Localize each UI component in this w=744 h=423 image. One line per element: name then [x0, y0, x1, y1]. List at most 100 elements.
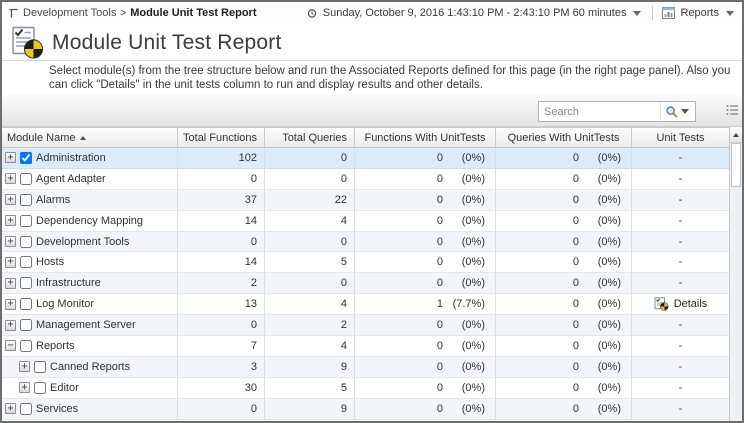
expand-icon[interactable]: +: [5, 194, 16, 206]
module-checkbox[interactable]: [20, 277, 32, 290]
total-functions-value: 0: [178, 168, 265, 189]
module-checkbox[interactable]: [34, 381, 46, 394]
table-row-editor[interactable]: + Editor 30 5 0 (0%) 0 (0%) -: [2, 377, 729, 399]
expand-icon[interactable]: +: [5, 256, 16, 268]
total-functions-value: 7: [178, 336, 265, 356]
module-checkbox[interactable]: [20, 256, 32, 269]
column-header-module-name[interactable]: Module Name: [2, 128, 178, 147]
table-header-row: Module Name Total Functions Total Queries F…: [2, 127, 729, 148]
queries-with-unittests-percent: (0%): [597, 193, 621, 206]
expand-icon[interactable]: +: [5, 298, 16, 310]
unit-tests-empty-marker: -: [678, 172, 683, 185]
scrollbar-thumb[interactable]: [731, 143, 741, 187]
table-options-icon[interactable]: [726, 104, 738, 116]
collapse-icon[interactable]: −: [5, 340, 16, 352]
unit-tests-cell: -: [632, 336, 729, 356]
module-checkbox[interactable]: [34, 360, 46, 373]
table-row-infrastructure[interactable]: + Infrastructure 2 0 0 (0%) 0 (0%) -: [2, 273, 729, 295]
module-name-label: Agent Adapter: [36, 172, 106, 185]
total-queries-value: 9: [265, 398, 355, 419]
column-header-total-functions[interactable]: Total Functions: [178, 128, 265, 147]
table-body: + Administration 102 0 0 (0%) 0 (0%) - + Agent Ada…: [2, 148, 729, 421]
functions-with-unittests-cell: 1 (7.7%): [355, 294, 496, 315]
reports-caret-icon[interactable]: [726, 10, 734, 16]
breadcrumb-parent-link[interactable]: Development Tools: [23, 7, 117, 19]
module-checkbox[interactable]: [20, 193, 32, 206]
expand-icon[interactable]: +: [5, 319, 16, 331]
module-checkbox[interactable]: [20, 339, 32, 352]
functions-with-unittests-count: 0: [436, 277, 443, 290]
queries-with-unittests-percent: (0%): [597, 360, 621, 373]
module-table: Module Name Total Functions Total Queries F…: [2, 127, 742, 421]
queries-with-unittests-count: 0: [572, 256, 579, 269]
expand-icon[interactable]: +: [5, 215, 16, 227]
queries-with-unittests-cell: 0 (0%): [496, 210, 632, 231]
reports-button[interactable]: Reports: [680, 7, 719, 19]
expand-icon[interactable]: +: [19, 382, 30, 394]
table-row-alarms[interactable]: + Alarms 37 22 0 (0%) 0 (0%) -: [2, 189, 729, 211]
table-row-agent-adapter[interactable]: + Agent Adapter 0 0 0 (0%) 0 (0%) -: [2, 168, 729, 190]
table-row-reports[interactable]: − Reports 7 4 0 (0%) 0 (0%) -: [2, 336, 729, 357]
queries-with-unittests-count: 0: [572, 172, 579, 185]
vertical-scrollbar[interactable]: [729, 127, 742, 421]
functions-with-unittests-count: 0: [436, 172, 443, 185]
queries-with-unittests-percent: (0%): [597, 402, 621, 415]
queries-with-unittests-cell: 0 (0%): [496, 315, 632, 336]
functions-with-unittests-count: 0: [436, 256, 443, 269]
total-queries-value: 2: [265, 315, 355, 336]
search-button[interactable]: [660, 102, 695, 121]
expand-icon[interactable]: +: [19, 361, 30, 373]
column-header-queries-with-unittests[interactable]: Queries With UnitTests: [496, 128, 632, 147]
table-row-hosts[interactable]: + Hosts 14 5 0 (0%) 0 (0%) -: [2, 252, 729, 274]
search-input[interactable]: [539, 105, 660, 118]
details-link[interactable]: Details: [673, 298, 708, 311]
expand-icon[interactable]: +: [5, 173, 16, 185]
total-queries-value: 5: [265, 252, 355, 273]
table-row-services[interactable]: + Services 0 9 0 (0%) 0 (0%) -: [2, 398, 729, 420]
queries-with-unittests-count: 0: [572, 151, 579, 164]
module-checkbox[interactable]: [20, 214, 32, 227]
expand-icon[interactable]: +: [5, 152, 16, 164]
functions-with-unittests-percent: (0%): [461, 360, 485, 373]
scroll-up-button[interactable]: [730, 127, 742, 143]
module-checkbox[interactable]: [20, 402, 32, 415]
queries-with-unittests-count: 0: [572, 193, 579, 206]
hierarchy-up-icon[interactable]: [8, 8, 19, 19]
functions-with-unittests-cell: 0 (0%): [355, 168, 496, 189]
column-header-functions-with-unittests[interactable]: Functions With UnitTests: [355, 128, 496, 147]
module-name-label: Canned Reports: [50, 360, 131, 373]
queries-with-unittests-percent: (0%): [597, 151, 621, 164]
time-range-caret-icon[interactable]: [633, 10, 642, 16]
expand-icon[interactable]: +: [5, 277, 16, 289]
functions-with-unittests-cell: 0 (0%): [355, 148, 496, 168]
table-row-canned-reports[interactable]: + Canned Reports 3 9 0 (0%) 0 (0%) -: [2, 356, 729, 378]
total-functions-value: 3: [178, 356, 265, 377]
table-row-dependency-mapping[interactable]: + Dependency Mapping 14 4 0 (0%) 0 (0%) -: [2, 210, 729, 232]
queries-with-unittests-count: 0: [572, 235, 579, 248]
table-row-management-server[interactable]: + Management Server 0 2 0 (0%) 0 (0%) -: [2, 315, 729, 337]
time-range-label[interactable]: Sunday, October 9, 2016 1:43:10 PM - 2:4…: [322, 7, 627, 19]
table-row-log-monitor[interactable]: + Log Monitor 13 4 1 (7.7%) 0 (0%) Details: [2, 294, 729, 316]
functions-with-unittests-count: 0: [436, 151, 443, 164]
table-row-development-tools[interactable]: + Development Tools 0 0 0 (0%) 0 (0%) -: [2, 231, 729, 253]
functions-with-unittests-cell: 0 (0%): [355, 398, 496, 419]
table-row-administration[interactable]: + Administration 102 0 0 (0%) 0 (0%) -: [2, 148, 729, 169]
column-header-unit-tests[interactable]: Unit Tests: [632, 128, 729, 147]
column-header-label: Total Queries: [282, 131, 347, 144]
total-queries-value: 0: [265, 273, 355, 294]
queries-with-unittests-cell: 0 (0%): [496, 252, 632, 273]
functions-with-unittests-percent: (0%): [461, 151, 485, 164]
sort-ascending-icon: [80, 135, 87, 140]
functions-with-unittests-percent: (0%): [461, 381, 485, 394]
module-checkbox[interactable]: [20, 172, 32, 185]
unit-tests-cell: Details: [632, 294, 729, 314]
module-checkbox[interactable]: [20, 235, 32, 248]
expand-icon[interactable]: +: [5, 236, 16, 247]
queries-with-unittests-percent: (0%): [597, 381, 621, 394]
module-checkbox[interactable]: [20, 151, 32, 164]
module-checkbox[interactable]: [20, 319, 32, 332]
unit-tests-empty-marker: -: [678, 402, 683, 415]
column-header-total-queries[interactable]: Total Queries: [265, 128, 355, 147]
expand-icon[interactable]: +: [5, 403, 16, 415]
module-checkbox[interactable]: [20, 298, 32, 311]
